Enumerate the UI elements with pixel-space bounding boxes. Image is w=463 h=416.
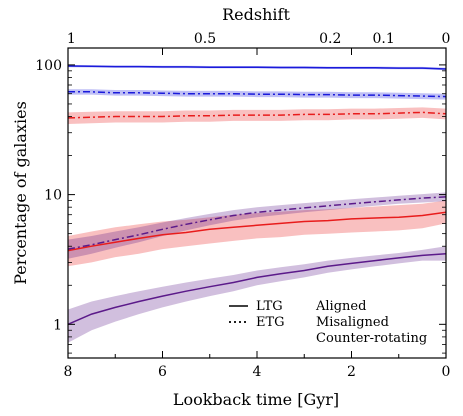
line-aligned-etg [68,91,447,98]
x-tick-label-0: 8 [64,364,73,380]
line-misaligned-ltg [67,211,447,252]
band-counter-rotating-ltg [68,246,446,343]
line-misaligned-etg [67,111,447,119]
band-misaligned-etg [68,107,446,124]
band-misaligned-ltg [68,200,446,267]
y-axis-label: Percentage of galaxies [11,101,30,285]
x-axis-label: Lookback time [Gyr] [173,390,339,409]
y-tick-label-2: 100 [35,58,62,74]
line-counter-rotating-etg [67,196,447,250]
top-tick-label-2: 0.2 [319,31,341,47]
top-axis-label: Redshift [222,5,290,24]
x-tick-label-4: 0 [442,364,451,380]
x-tick-label-2: 4 [253,364,262,380]
band-aligned-etg [68,89,446,100]
legend: LTG ETG Aligned Misaligned Counter-rotat… [229,299,427,346]
legend-aligned-label: Aligned [315,299,366,314]
line-aligned-ltg [67,65,447,70]
tick-labels: 8 6 4 2 0 1 10 100 1 0.5 0.2 0.1 0 [35,31,450,380]
series-lines [67,65,447,325]
y-tick-label-1: 10 [44,188,62,204]
top-tick-label-3: 0.1 [372,31,394,47]
top-tick-label-1: 0.5 [194,31,216,47]
line-counter-rotating-ltg [67,253,447,325]
legend-counter-rotating-label: Counter-rotating [316,331,427,346]
legend-misaligned-label: Misaligned [316,315,389,330]
top-tick-label-4: 0 [442,31,451,47]
top-tick-label-0: 1 [67,31,76,47]
axis-ticks [67,48,447,358]
y-tick-label-0: 1 [53,317,62,333]
legend-ltg-label: LTG [256,299,283,314]
confidence-bands [68,64,446,343]
x-tick-label-1: 6 [158,364,167,380]
x-tick-label-3: 2 [347,364,356,380]
legend-etg-label: ETG [256,315,285,330]
band-counter-rotating-etg [68,192,446,259]
